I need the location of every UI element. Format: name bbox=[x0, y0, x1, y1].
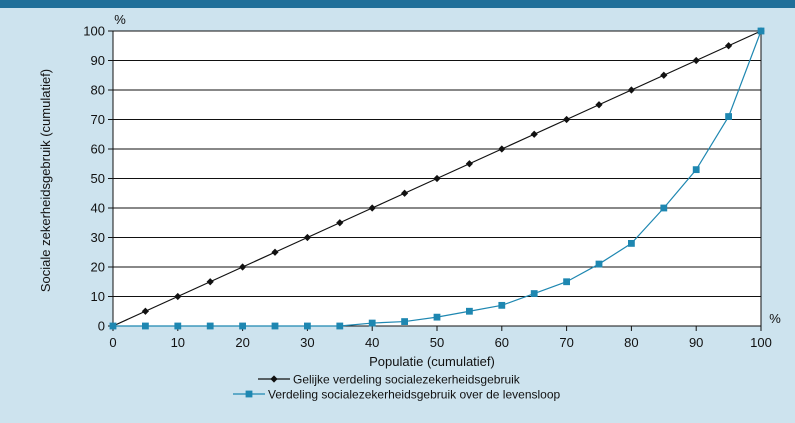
x-tick-labels: 0 10 20 30 40 50 60 70 80 90 100 bbox=[109, 335, 771, 350]
data-point bbox=[368, 319, 376, 327]
y-tick-label: 0 bbox=[98, 319, 105, 334]
data-point bbox=[595, 101, 603, 109]
x-tick-label: 50 bbox=[430, 335, 444, 350]
data-point bbox=[433, 313, 441, 321]
data-point bbox=[174, 322, 182, 330]
y-tick-label: 50 bbox=[91, 171, 105, 186]
legend-item-1: Gelijke verdeling socialezekerheidsgebru… bbox=[258, 373, 521, 387]
gridlines bbox=[108, 30, 762, 331]
y-tick-label: 20 bbox=[91, 260, 105, 275]
y-tick-label: 100 bbox=[83, 24, 105, 39]
data-point bbox=[271, 248, 279, 256]
data-point bbox=[245, 390, 253, 398]
data-point bbox=[692, 56, 700, 65]
data-point bbox=[757, 27, 765, 35]
y-tick-label: 80 bbox=[91, 83, 105, 98]
y-unit-label: % bbox=[114, 12, 126, 27]
x-tick-label: 60 bbox=[495, 335, 509, 350]
data-point bbox=[725, 42, 733, 50]
data-point bbox=[628, 240, 635, 247]
data-point bbox=[530, 130, 538, 138]
x-tick-label: 30 bbox=[300, 335, 314, 350]
series-2 bbox=[109, 27, 765, 330]
y-tick-label: 60 bbox=[91, 142, 105, 157]
legend: Gelijke verdeling socialezekerheidsgebru… bbox=[233, 373, 561, 402]
data-point bbox=[271, 322, 279, 330]
y-tick-label: 30 bbox=[91, 230, 105, 245]
y-tick-label: 70 bbox=[91, 112, 105, 127]
data-point bbox=[270, 375, 278, 383]
data-point bbox=[304, 322, 311, 330]
data-point bbox=[206, 322, 214, 330]
data-point bbox=[174, 292, 182, 301]
y-tick-label: 40 bbox=[91, 201, 105, 216]
x-tick-label: 80 bbox=[624, 335, 638, 350]
legend-item-2: Verdeling socialezekerheidsgebruik over … bbox=[233, 388, 561, 402]
y-tick-label: 90 bbox=[91, 53, 105, 68]
x-tick-label: 100 bbox=[750, 335, 772, 350]
data-point bbox=[141, 307, 149, 315]
x-tick-label: 40 bbox=[365, 335, 379, 350]
data-point bbox=[466, 307, 473, 315]
data-point bbox=[563, 278, 570, 286]
data-point bbox=[433, 174, 441, 183]
data-point bbox=[142, 322, 149, 330]
data-point bbox=[401, 189, 409, 197]
data-point bbox=[239, 322, 246, 330]
x-tick-label: 20 bbox=[235, 335, 249, 350]
data-point bbox=[303, 233, 311, 242]
y-axis-title: Sociale zekerheidsgebruik (cumulatief) bbox=[38, 69, 53, 292]
data-point bbox=[530, 290, 538, 297]
data-point bbox=[498, 301, 506, 309]
data-point bbox=[725, 113, 732, 120]
data-point bbox=[563, 115, 571, 124]
x-tick-label: 0 bbox=[109, 335, 116, 350]
data-point bbox=[336, 322, 344, 330]
data-point bbox=[401, 318, 408, 325]
series-layer bbox=[109, 27, 765, 330]
x-tick-label: 10 bbox=[171, 335, 185, 350]
y-tick-labels: 0 10 20 30 40 50 60 70 80 90 100 bbox=[83, 24, 105, 334]
data-point bbox=[239, 263, 247, 271]
data-point bbox=[206, 278, 214, 286]
legend-label: Verdeling socialezekerheidsgebruik over … bbox=[268, 388, 561, 402]
data-point bbox=[465, 160, 473, 168]
x-tick-label: 90 bbox=[689, 335, 703, 350]
x-unit-label: % bbox=[769, 311, 781, 326]
x-axis-title: Populatie (cumulatief) bbox=[369, 354, 495, 369]
data-point bbox=[368, 204, 376, 212]
data-point bbox=[627, 86, 635, 94]
data-point bbox=[498, 145, 506, 153]
data-point bbox=[336, 219, 344, 227]
data-point bbox=[692, 166, 700, 174]
data-point bbox=[660, 204, 668, 212]
x-tick-label: 70 bbox=[559, 335, 573, 350]
y-tick-label: 10 bbox=[91, 289, 105, 304]
data-point bbox=[660, 71, 668, 79]
data-point bbox=[595, 260, 603, 268]
legend-label: Gelijke verdeling socialezekerheidsgebru… bbox=[293, 373, 521, 387]
header-bar bbox=[0, 0, 795, 8]
data-point bbox=[109, 322, 117, 330]
